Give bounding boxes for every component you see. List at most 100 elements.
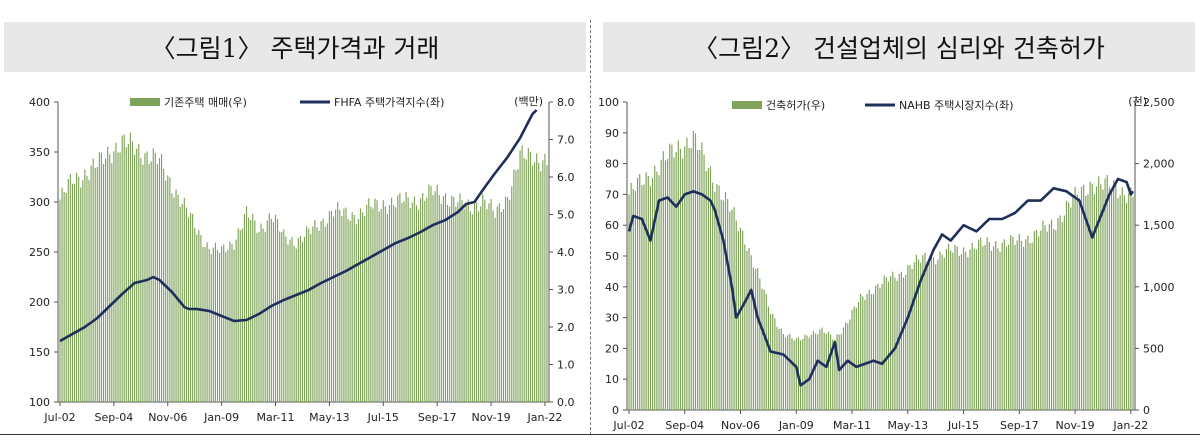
bar <box>658 175 660 410</box>
bar <box>969 249 971 410</box>
y-right-tick-label: 0 <box>1143 404 1150 417</box>
bar <box>731 209 733 410</box>
y-left-tick-label: 80 <box>605 158 619 171</box>
bar <box>272 221 275 402</box>
bar <box>335 209 337 402</box>
bar <box>997 248 999 410</box>
bar <box>787 335 789 410</box>
bar <box>138 143 140 403</box>
bar <box>349 220 351 402</box>
bar <box>1029 243 1031 410</box>
bar <box>285 236 287 402</box>
bar <box>909 265 911 410</box>
bar <box>316 227 318 402</box>
bar <box>806 335 808 410</box>
bar <box>789 333 791 410</box>
bar <box>1063 215 1065 410</box>
bar <box>754 268 757 410</box>
y-right-tick-label: 8.0 <box>557 96 575 109</box>
bar <box>538 162 540 402</box>
bar <box>1119 195 1121 410</box>
bar <box>113 151 115 402</box>
bar <box>200 235 202 402</box>
bar <box>744 244 746 410</box>
bar <box>737 231 739 410</box>
line-series <box>627 177 1135 387</box>
x-tick-label: Jan-09 <box>203 411 239 424</box>
bar <box>932 257 935 410</box>
bar <box>299 235 301 402</box>
bar <box>310 233 312 402</box>
bar <box>699 150 701 410</box>
bar <box>287 244 289 402</box>
bar <box>746 250 748 410</box>
bar <box>264 231 266 402</box>
bar <box>851 310 853 410</box>
bar <box>98 152 100 402</box>
bar <box>947 243 950 410</box>
bar <box>1074 187 1076 410</box>
bar <box>61 187 63 402</box>
bar <box>701 142 703 410</box>
bar <box>821 327 823 410</box>
bar <box>1059 215 1061 410</box>
bar <box>540 171 542 402</box>
bar <box>355 224 357 402</box>
bar <box>511 186 513 402</box>
bar <box>386 213 389 402</box>
bar <box>1020 240 1023 410</box>
bar <box>388 205 391 402</box>
bar <box>954 244 956 410</box>
bar <box>71 183 74 402</box>
bar <box>382 200 384 402</box>
bar <box>697 149 699 410</box>
bar <box>283 229 285 402</box>
bar <box>131 141 134 402</box>
bar <box>1093 194 1095 410</box>
bar <box>1117 198 1119 410</box>
bar <box>542 160 544 402</box>
bar <box>716 184 718 410</box>
bar <box>444 193 447 402</box>
bar <box>1072 196 1074 410</box>
bar <box>391 197 393 402</box>
y-right-tick-label: 5.0 <box>557 209 575 222</box>
bar <box>117 152 119 402</box>
bar <box>1057 218 1059 410</box>
bar <box>628 194 630 410</box>
bar <box>359 208 362 402</box>
y-right-tick-label: 4.0 <box>557 246 575 259</box>
bar <box>121 135 123 403</box>
bar <box>636 177 639 410</box>
bar <box>1005 246 1008 410</box>
y-left-tick-label: 30 <box>605 312 619 325</box>
bar <box>1115 184 1117 410</box>
bar <box>277 219 279 402</box>
bar <box>266 220 268 402</box>
bar <box>759 278 761 410</box>
bar <box>1091 183 1093 410</box>
bar <box>502 209 505 402</box>
bar <box>1128 192 1130 410</box>
bar <box>415 205 418 402</box>
bar <box>107 146 109 402</box>
bar <box>1014 244 1016 410</box>
chart-1-svg: 100 150 200 250 300 350 400 0.0 1.0 2.0 3.0 4.0 5.0 6… <box>29 95 575 424</box>
bar <box>765 294 767 410</box>
bar <box>705 171 707 410</box>
bar <box>399 193 401 402</box>
bar <box>692 130 694 410</box>
bar <box>125 147 127 402</box>
y-right-tick-label: 0.0 <box>557 396 575 409</box>
bar <box>424 200 426 402</box>
bar <box>660 159 662 410</box>
bar <box>1080 186 1083 410</box>
bar <box>645 172 647 410</box>
bar <box>750 255 752 410</box>
bar <box>160 153 163 402</box>
bar <box>129 132 132 402</box>
bar <box>140 157 142 402</box>
bar <box>761 288 763 410</box>
bar <box>221 246 223 402</box>
bar <box>308 228 310 402</box>
